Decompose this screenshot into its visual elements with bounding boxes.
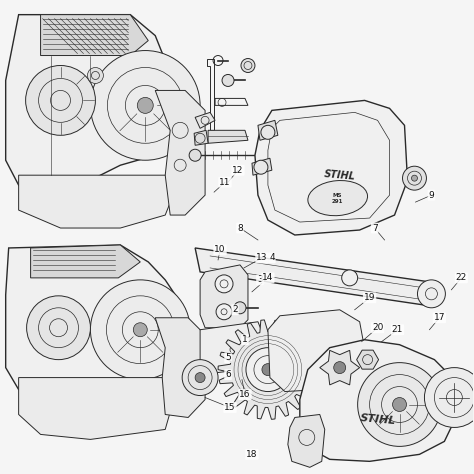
Text: 13: 13 bbox=[256, 254, 268, 263]
Polygon shape bbox=[268, 310, 368, 392]
Circle shape bbox=[27, 296, 91, 360]
Ellipse shape bbox=[308, 181, 367, 216]
Text: STIHL: STIHL bbox=[359, 413, 396, 426]
Circle shape bbox=[411, 175, 418, 181]
Circle shape bbox=[182, 360, 218, 395]
Circle shape bbox=[91, 280, 190, 380]
Polygon shape bbox=[6, 245, 185, 400]
Polygon shape bbox=[31, 245, 140, 278]
Text: 1: 1 bbox=[242, 335, 248, 344]
Polygon shape bbox=[155, 318, 205, 418]
Polygon shape bbox=[200, 265, 248, 328]
Text: 16: 16 bbox=[239, 390, 251, 399]
Text: 9: 9 bbox=[428, 191, 434, 200]
Polygon shape bbox=[288, 414, 325, 467]
Polygon shape bbox=[200, 322, 262, 374]
Circle shape bbox=[133, 323, 147, 337]
Text: 19: 19 bbox=[364, 293, 375, 302]
Text: MS
291: MS 291 bbox=[332, 193, 343, 203]
Circle shape bbox=[222, 74, 234, 86]
Circle shape bbox=[91, 51, 200, 160]
Polygon shape bbox=[18, 175, 175, 228]
Text: 8: 8 bbox=[237, 224, 243, 233]
Polygon shape bbox=[252, 158, 272, 175]
Polygon shape bbox=[41, 15, 148, 55]
Circle shape bbox=[402, 166, 427, 190]
Circle shape bbox=[254, 160, 268, 174]
Circle shape bbox=[215, 275, 233, 293]
Circle shape bbox=[246, 347, 290, 392]
Text: 5: 5 bbox=[225, 353, 231, 362]
Polygon shape bbox=[195, 248, 434, 306]
Text: 21: 21 bbox=[392, 325, 403, 334]
Text: 2: 2 bbox=[232, 305, 238, 314]
Circle shape bbox=[334, 362, 346, 374]
Circle shape bbox=[195, 373, 205, 383]
Circle shape bbox=[424, 368, 474, 428]
Circle shape bbox=[418, 280, 446, 308]
Circle shape bbox=[87, 67, 103, 83]
Circle shape bbox=[262, 364, 274, 375]
Polygon shape bbox=[300, 340, 457, 461]
Polygon shape bbox=[218, 320, 318, 419]
Circle shape bbox=[234, 302, 246, 314]
Text: 18: 18 bbox=[246, 450, 258, 459]
Polygon shape bbox=[194, 130, 208, 145]
Circle shape bbox=[358, 363, 441, 447]
Text: 14: 14 bbox=[262, 273, 273, 283]
Circle shape bbox=[26, 65, 95, 135]
Text: 6: 6 bbox=[225, 370, 231, 379]
Circle shape bbox=[392, 398, 407, 411]
Polygon shape bbox=[155, 91, 205, 215]
Text: 12: 12 bbox=[232, 166, 244, 175]
Polygon shape bbox=[6, 15, 185, 200]
Text: 11: 11 bbox=[219, 178, 231, 187]
Circle shape bbox=[137, 98, 153, 113]
Text: STIHL: STIHL bbox=[324, 169, 356, 182]
Circle shape bbox=[216, 304, 232, 320]
Polygon shape bbox=[255, 100, 408, 235]
Text: 15: 15 bbox=[224, 403, 236, 412]
Text: 3: 3 bbox=[257, 275, 263, 284]
Polygon shape bbox=[320, 350, 360, 385]
Circle shape bbox=[261, 125, 275, 139]
Polygon shape bbox=[195, 112, 215, 128]
Text: 4: 4 bbox=[269, 254, 275, 263]
Circle shape bbox=[342, 270, 358, 286]
Polygon shape bbox=[208, 130, 248, 143]
Text: 17: 17 bbox=[434, 313, 445, 322]
Text: 22: 22 bbox=[456, 273, 467, 283]
Polygon shape bbox=[258, 120, 278, 140]
Text: 20: 20 bbox=[372, 323, 383, 332]
Text: 10: 10 bbox=[214, 246, 226, 255]
Text: 7: 7 bbox=[372, 224, 377, 233]
Circle shape bbox=[189, 149, 201, 161]
Polygon shape bbox=[356, 350, 379, 369]
Polygon shape bbox=[18, 378, 175, 439]
Circle shape bbox=[241, 58, 255, 73]
